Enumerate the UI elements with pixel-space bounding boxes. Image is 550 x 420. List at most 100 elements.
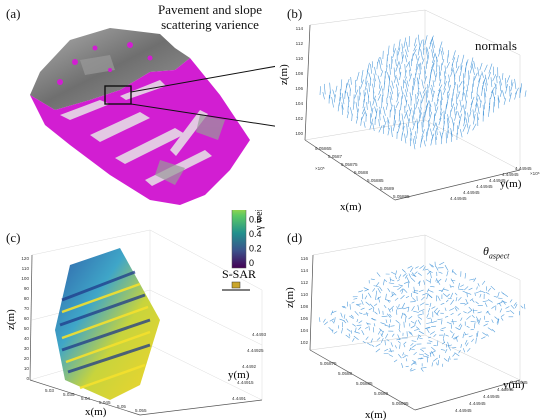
aspect-plot-d: z(m) x(m) y(m) 116 114 112 110 108 106 104 102 5…	[284, 234, 528, 420]
aspect-vector	[408, 282, 410, 288]
aspect-vector	[412, 359, 417, 364]
aspect-vector	[410, 348, 415, 351]
aspect-vector	[440, 349, 446, 351]
aspect-vector	[424, 352, 430, 357]
normal-vector	[415, 98, 420, 110]
aspect-vector	[328, 326, 333, 332]
normal-vector	[424, 102, 429, 113]
normal-vector	[417, 34, 420, 46]
aspect-vector	[404, 313, 407, 318]
aspect-vector	[475, 316, 480, 322]
y-tick-d: 4.44945	[511, 380, 528, 385]
aspect-vector	[487, 299, 493, 303]
aspect-vector	[467, 347, 471, 352]
normal-vector	[407, 118, 410, 127]
normal-vector	[413, 37, 417, 47]
aspect-vector	[392, 291, 397, 296]
normal-vector	[406, 80, 409, 87]
aspect-vector	[464, 333, 469, 336]
normal-vector	[387, 72, 391, 81]
normal-vector	[405, 89, 408, 98]
aspect-vector	[408, 331, 413, 334]
aspect-vector	[468, 335, 473, 338]
aspect-vector	[470, 321, 477, 323]
normal-vector	[403, 37, 407, 49]
aspect-vector	[465, 298, 468, 304]
aspect-vector	[422, 355, 429, 358]
aspect-vector	[505, 306, 510, 309]
aspect-vector	[398, 304, 400, 308]
normal-vector	[468, 70, 470, 80]
normal-vector	[411, 53, 414, 62]
normal-vector	[428, 111, 433, 122]
aspect-vector	[403, 341, 407, 345]
normal-vector	[437, 89, 441, 97]
normal-vectors-b	[319, 34, 527, 150]
aspect-vector	[334, 317, 336, 323]
normal-vector	[421, 121, 423, 133]
aspect-vector	[428, 294, 433, 298]
aspect-vector	[333, 331, 338, 334]
normal-vector	[456, 84, 459, 94]
colorbar-tick: 0.2	[249, 244, 262, 254]
aspect-vector	[351, 301, 355, 304]
aspect-vector	[491, 319, 494, 324]
aspect-vector	[383, 279, 385, 286]
aspect-vector	[379, 328, 384, 333]
normal-vector	[442, 127, 445, 135]
normal-vector	[363, 92, 366, 103]
aspect-vector	[418, 289, 424, 293]
aspect-vector	[345, 334, 351, 339]
gamma-surface-yellow	[61, 282, 151, 390]
aspect-vector	[372, 288, 376, 292]
aspect-vector	[431, 264, 435, 268]
normal-vector	[412, 120, 416, 131]
normal-vector	[462, 124, 467, 132]
aspect-vector	[397, 334, 401, 340]
aspect-vector	[474, 322, 476, 329]
aspect-vector	[411, 340, 417, 342]
normal-vector	[432, 80, 435, 88]
normal-vector	[409, 107, 412, 117]
aspect-vector	[409, 367, 413, 371]
normal-vector	[447, 50, 450, 58]
normal-vector	[364, 80, 368, 91]
normal-vector	[490, 89, 494, 99]
normal-vector	[443, 110, 446, 120]
normal-vector	[419, 137, 423, 148]
aspect-vector	[401, 302, 406, 309]
aspect-vector	[384, 348, 389, 352]
normal-vector	[395, 61, 400, 72]
normal-vector	[349, 107, 353, 116]
normal-vector	[416, 118, 419, 129]
y-tick-d: 4.44945	[483, 394, 500, 399]
x-tick-d: 5.0588	[338, 371, 352, 376]
z-tick-d: 116	[301, 256, 309, 261]
aspect-vector	[407, 307, 410, 313]
aspect-vector	[420, 368, 424, 372]
normal-vector	[487, 72, 491, 80]
aspect-vector	[409, 347, 412, 352]
aspect-vector	[387, 288, 391, 292]
aspect-vector	[426, 288, 430, 293]
normal-vector	[390, 91, 393, 101]
normal-vector	[458, 113, 462, 124]
aspect-vector	[493, 295, 498, 298]
normal-vector	[418, 72, 421, 80]
x-tick-b: 5.05865	[315, 146, 332, 151]
aspect-vector	[500, 314, 505, 318]
zlabel-d: z(m)	[284, 287, 296, 308]
normal-vector	[477, 67, 480, 77]
normal-vector	[355, 116, 359, 124]
normal-vector	[465, 59, 469, 66]
aspect-vector	[405, 358, 408, 362]
aspect-vector	[457, 312, 461, 316]
normal-vector	[425, 48, 429, 59]
aspect-vector	[364, 289, 369, 292]
aspect-vector	[355, 327, 357, 332]
aspect-vector	[467, 309, 473, 314]
normal-vector	[453, 74, 456, 85]
aspect-vector	[472, 299, 475, 303]
aspect-vector	[411, 272, 416, 277]
normal-vector	[406, 123, 408, 133]
